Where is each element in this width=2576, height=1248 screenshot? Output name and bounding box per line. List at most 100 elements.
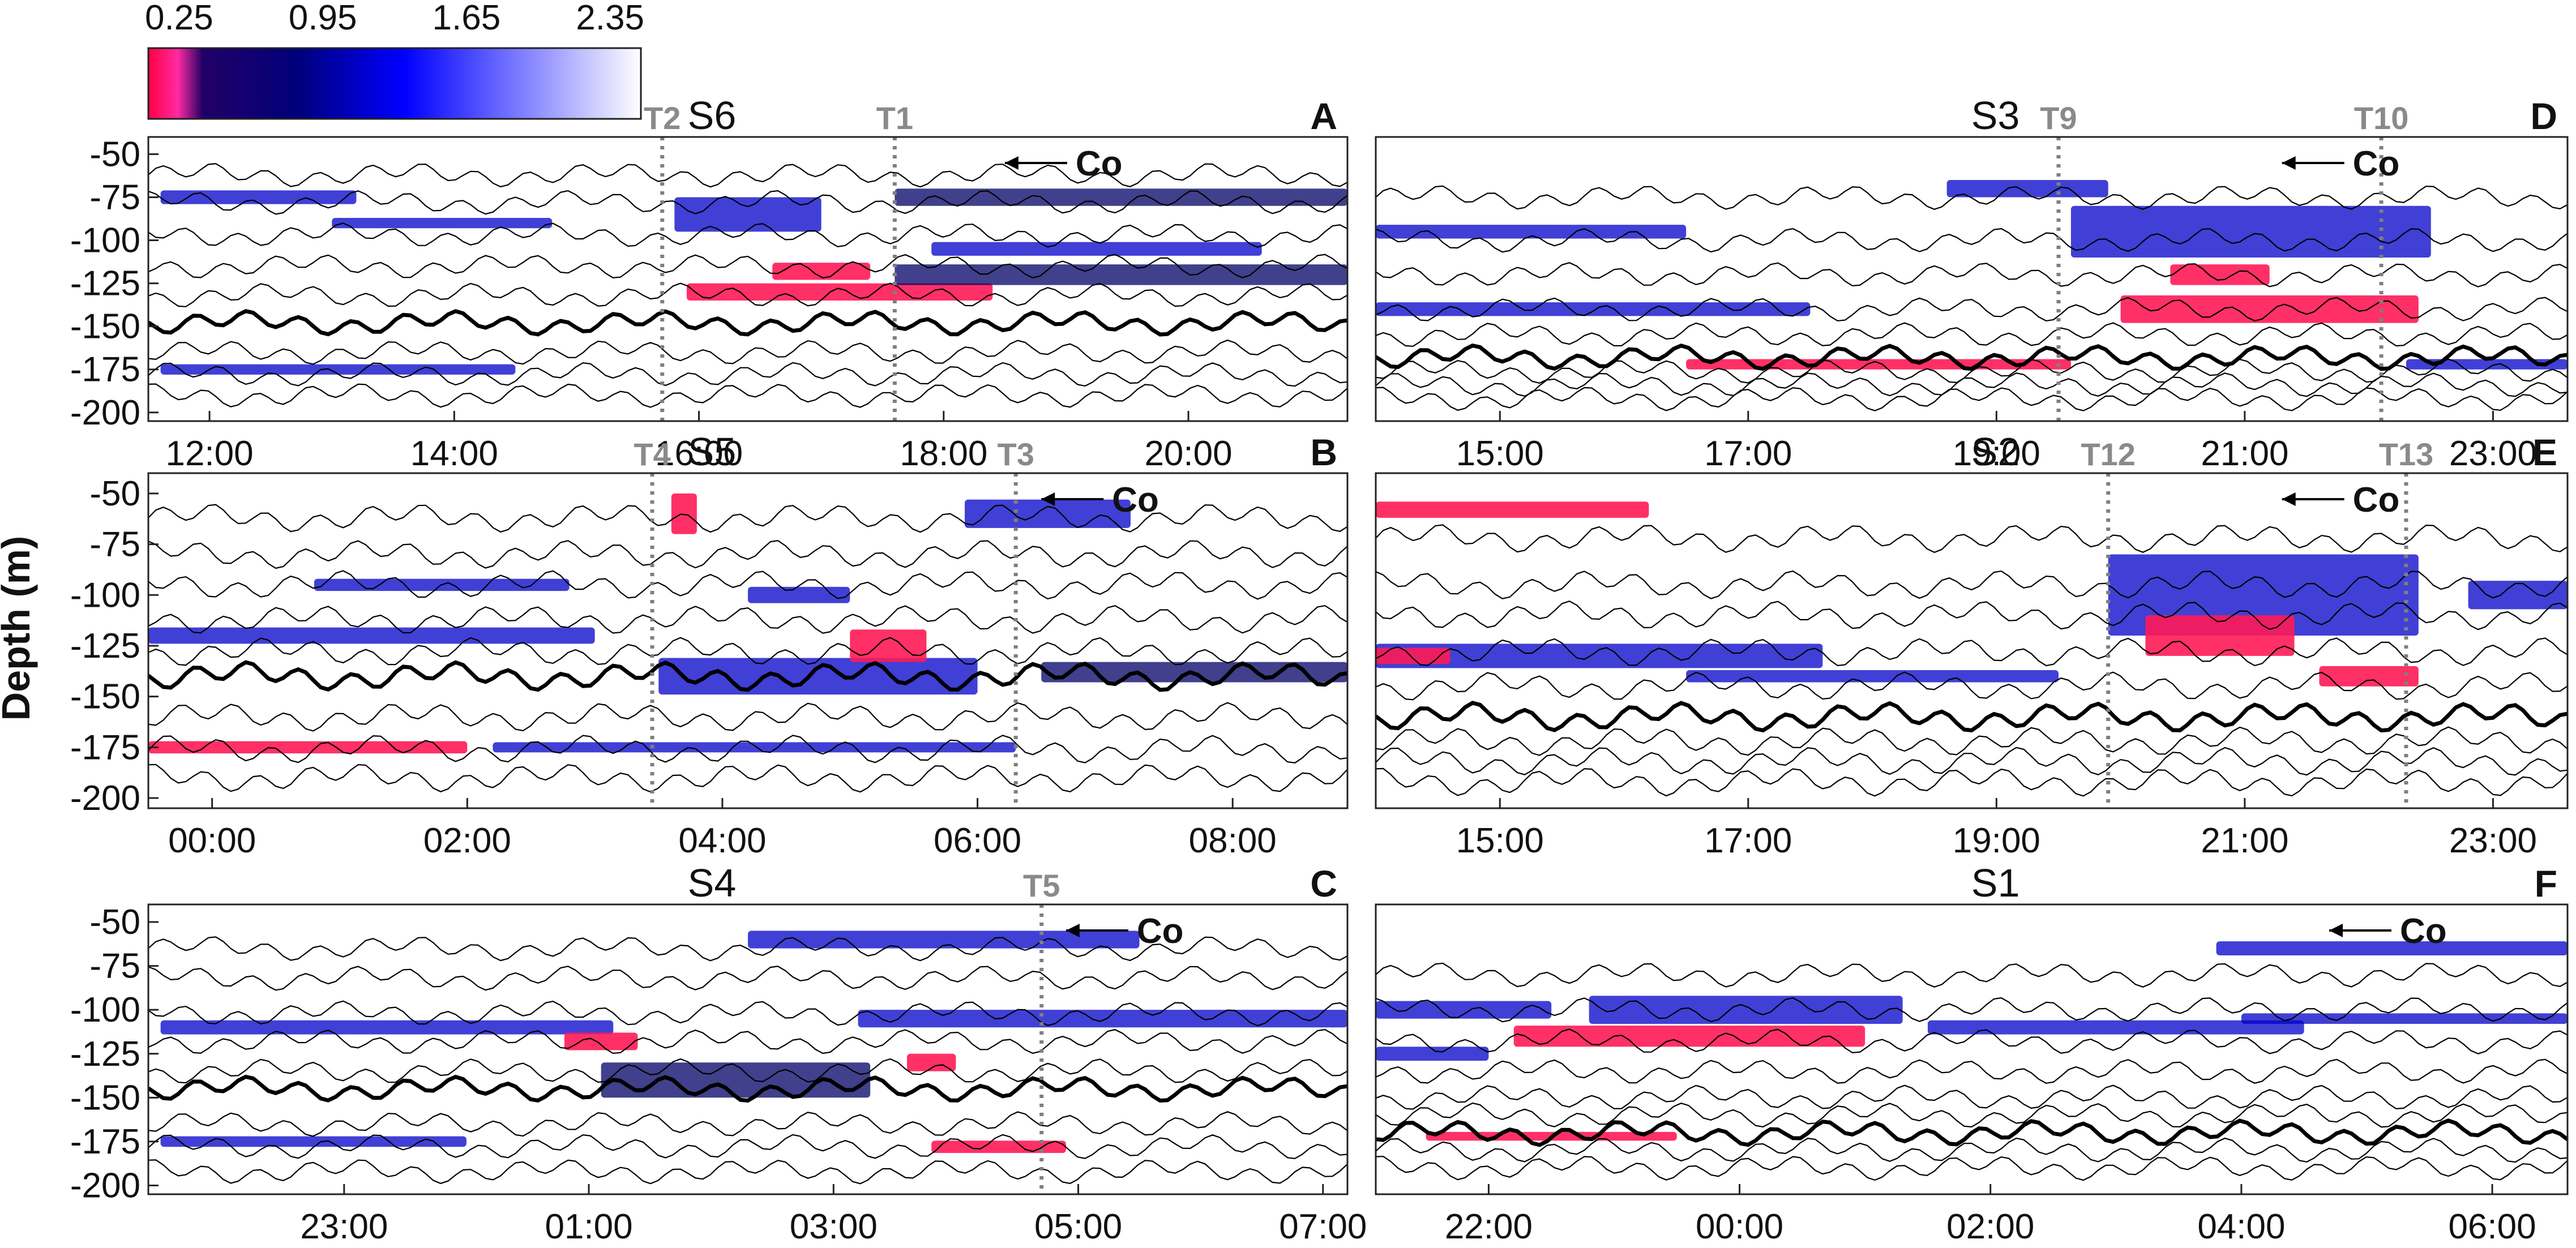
isotherm-line xyxy=(1376,1058,2568,1084)
x-tick-label: 23:00 xyxy=(300,1207,388,1246)
isotherm-line xyxy=(148,1058,1347,1084)
isotherm-line xyxy=(1376,962,2568,988)
transect-label: T1 xyxy=(876,100,913,136)
heat-patch xyxy=(148,627,595,644)
isotherm-line xyxy=(1376,262,2568,288)
heat-patch xyxy=(895,264,1347,285)
y-tick-label: -50 xyxy=(89,135,140,174)
y-tick-label: -175 xyxy=(70,728,140,767)
isotherm-line xyxy=(1376,387,2568,411)
heat-patch xyxy=(1513,1026,1865,1047)
x-tick-label: 21:00 xyxy=(2201,434,2288,473)
transect-label: T13 xyxy=(2379,436,2434,472)
isotherm-line xyxy=(1376,228,2568,253)
isotherm-line xyxy=(1376,343,2568,371)
co-label: Co xyxy=(2400,912,2447,951)
heat-patch xyxy=(965,499,1131,528)
y-tick-label: -125 xyxy=(70,264,140,303)
heat-patch xyxy=(1946,180,2108,198)
y-tick-label: -125 xyxy=(70,627,140,666)
isotherm-line xyxy=(148,254,1347,279)
heat-patch xyxy=(895,188,1347,206)
x-tick-label: 23:00 xyxy=(2449,821,2537,860)
y-tick-label: -50 xyxy=(89,474,140,513)
co-arrowhead xyxy=(1041,492,1055,506)
panel-frame xyxy=(147,472,1349,809)
isotherm-line xyxy=(1376,524,2568,554)
heat-patch xyxy=(1686,670,2059,683)
x-tick-label: 21:00 xyxy=(2201,821,2288,860)
x-tick-label: 15:00 xyxy=(1456,821,1544,860)
co-arrowhead xyxy=(1066,924,1080,937)
panel-letter: F xyxy=(2535,863,2557,904)
co-arrowhead xyxy=(1004,156,1019,170)
y-tick-label: -200 xyxy=(70,1166,140,1205)
x-tick-label: 06:00 xyxy=(934,821,1021,860)
station-label: S4 xyxy=(688,861,737,905)
isotherm-line xyxy=(148,764,1347,793)
isotherm-line xyxy=(1376,637,2568,667)
x-tick-label: 04:00 xyxy=(678,821,766,860)
heat-patch xyxy=(2170,264,2270,285)
y-tick-label: -50 xyxy=(89,903,140,942)
isotherm-line xyxy=(148,339,1347,365)
x-tick-label: 05:00 xyxy=(1034,1207,1122,1246)
y-tick-label: -150 xyxy=(70,677,140,717)
heat-patch xyxy=(671,493,697,534)
heat-patch xyxy=(160,1136,467,1147)
x-tick-label: 23:00 xyxy=(2449,434,2537,473)
isotherm-line xyxy=(1376,372,2568,397)
heat-patch xyxy=(1376,644,1823,668)
isotherm-line xyxy=(148,190,1347,215)
heat-patch xyxy=(674,197,821,232)
panel-letter: B xyxy=(1310,431,1337,473)
co-arrowhead xyxy=(2282,492,2296,506)
panel-A: T2 T1 -50 -75 -100 -125 -150 -175 -200 12:00 14:00… xyxy=(70,93,1349,473)
station-label: S5 xyxy=(688,430,737,474)
colorbar-tick-label: 0.25 xyxy=(145,0,213,37)
y-tick-label: -100 xyxy=(70,576,140,615)
x-tick-label: 01:00 xyxy=(545,1207,632,1246)
heat-patch xyxy=(1376,647,1450,664)
heat-patch xyxy=(564,1032,638,1050)
isotherm-line xyxy=(1376,1084,2568,1110)
panel-D: T9 T10 15:00 17:00 19:00 21:00 23:00 D S3 Co xyxy=(1375,93,2569,473)
heat-patch xyxy=(2145,615,2295,656)
heat-patch xyxy=(1376,302,1811,316)
heat-patch xyxy=(601,1062,871,1098)
isotherm-line xyxy=(148,735,1347,764)
heat-patch xyxy=(1376,501,1649,518)
panel-letter: D xyxy=(2530,95,2557,137)
heat-patch xyxy=(748,586,850,603)
isotherm-line xyxy=(148,637,1347,666)
heat-patch xyxy=(1376,1001,1552,1019)
x-tick-label: 08:00 xyxy=(1189,821,1277,860)
isotherm-line xyxy=(148,1159,1347,1185)
transect-label: T12 xyxy=(2081,436,2136,472)
heat-patch xyxy=(2120,295,2419,323)
heat-patch xyxy=(2216,941,2568,955)
isotherm-line xyxy=(1376,358,2568,384)
isotherm-line xyxy=(148,1028,1347,1054)
isotherm-line xyxy=(148,570,1347,600)
co-label: Co xyxy=(2353,481,2400,520)
x-tick-label: 19:00 xyxy=(1953,434,2040,473)
heat-patch xyxy=(2070,205,2431,258)
isotherm-line xyxy=(1376,701,2568,733)
x-tick-label: 07:00 xyxy=(1279,1207,1367,1246)
isotherm-line xyxy=(148,162,1347,188)
isotherm-line xyxy=(1376,185,2568,210)
isotherm-line xyxy=(1376,570,2568,599)
station-label: S1 xyxy=(1971,861,2020,905)
co-label: Co xyxy=(1076,144,1123,183)
heat-patch xyxy=(2406,359,2568,370)
isotherm-line xyxy=(148,1134,1347,1160)
heat-patch xyxy=(858,1010,1347,1028)
transect-label: T5 xyxy=(1023,868,1060,903)
co-label: Co xyxy=(1112,481,1159,520)
x-tick-label: 18:00 xyxy=(900,434,987,473)
heat-patch xyxy=(2468,581,2568,610)
isotherm-line xyxy=(148,660,1347,692)
isotherm-line xyxy=(1376,297,2568,322)
